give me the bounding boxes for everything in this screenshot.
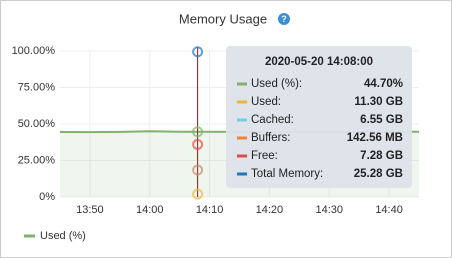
hover-marker [192,164,204,176]
tooltip-box [226,46,412,188]
tooltip-name: Free: [251,150,278,162]
tooltip-name: Buffers: [251,132,290,144]
tooltip: 2020-05-20 14:08:00 Used (%): 44.70% Used: 1… [226,46,412,188]
y-tick-label: 100.00% [12,45,56,57]
tooltip-value: 6.55 GB [360,114,403,126]
x-tick-label: 14:30 [315,204,343,216]
x-tick-label: 14:00 [136,204,164,216]
y-tick-label: 0% [39,191,55,203]
x-tick-label: 14:40 [375,204,403,216]
tooltip-value: 7.28 GB [360,150,403,162]
hover-marker [192,126,204,138]
y-tick-label: 50.00% [18,118,56,130]
tooltip-title: 2020-05-20 14:08:00 [265,56,373,68]
legend-label: Used (%) [40,230,86,242]
tooltip-value: 25.28 GB [354,168,403,180]
tooltip-value: 44.70% [364,78,403,90]
tooltip-name: Total Memory: [251,168,323,180]
tooltip-name: Used: [251,96,281,108]
chart-title: Memory Usage [179,11,267,26]
svg-text:?: ? [281,14,287,24]
y-tick-label: 25.00% [18,154,56,166]
tooltip-value: 142.56 MB [347,132,403,144]
tooltip-value: 11.30 GB [354,96,403,108]
help-icon[interactable]: ? [278,13,290,25]
y-tick-label: 75.00% [18,81,56,93]
tooltip-name: Used (%): [251,78,302,90]
hover-marker [192,138,204,150]
hover-marker [192,46,204,58]
x-tick-label: 13:50 [76,204,104,216]
x-tick-label: 14:10 [196,204,224,216]
x-tick-label: 14:20 [256,204,284,216]
hover-marker [192,188,204,200]
tooltip-name: Cached: [251,114,294,126]
